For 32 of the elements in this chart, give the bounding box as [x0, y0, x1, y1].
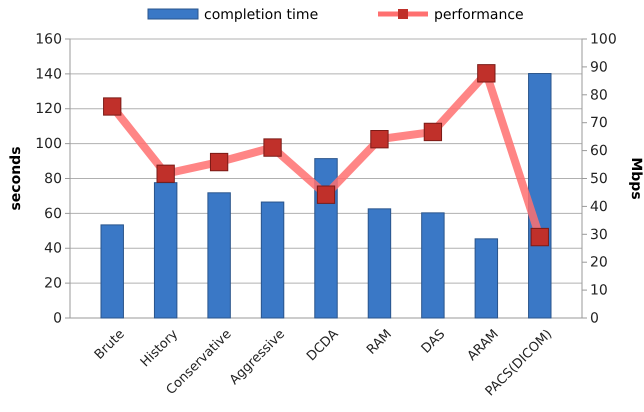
- bar: [528, 73, 552, 318]
- y2-tick-label: 0: [590, 310, 599, 326]
- y-tick-label: 140: [35, 66, 62, 82]
- bar: [260, 202, 284, 318]
- y-tick-label: 100: [35, 136, 62, 152]
- bar: [154, 182, 178, 318]
- y2-tick-label: 70: [590, 115, 608, 132]
- y-tick-label: 80: [44, 170, 62, 187]
- bar: [474, 238, 498, 318]
- y-tick-label: 60: [44, 206, 62, 222]
- y-tick-label: 120: [35, 101, 62, 118]
- y2-tick-label: 20: [590, 254, 608, 271]
- legend-label: completion time: [204, 7, 318, 23]
- y-tick-label: 40: [44, 240, 62, 257]
- y-tick-label: 160: [35, 31, 62, 48]
- y2-tick-label: 100: [590, 31, 617, 48]
- y2-axis-title: Mbps: [628, 157, 644, 200]
- y-tick-label: 0: [53, 310, 62, 326]
- y2-tick-label: 10: [590, 282, 608, 299]
- legend-label: performance: [434, 7, 524, 23]
- y2-tick-label: 40: [590, 198, 608, 215]
- y2-tick-label: 50: [590, 170, 608, 187]
- y-axis-title: seconds: [8, 146, 24, 211]
- y2-tick-label: 30: [590, 226, 608, 243]
- bar: [368, 208, 392, 318]
- bar: [421, 212, 445, 318]
- y2-tick-label: 80: [590, 87, 608, 104]
- bar: [100, 224, 124, 318]
- y2-tick-label: 90: [590, 59, 608, 76]
- y-tick-label: 20: [44, 276, 62, 292]
- y2-tick-label: 60: [590, 143, 608, 160]
- bar: [207, 192, 231, 318]
